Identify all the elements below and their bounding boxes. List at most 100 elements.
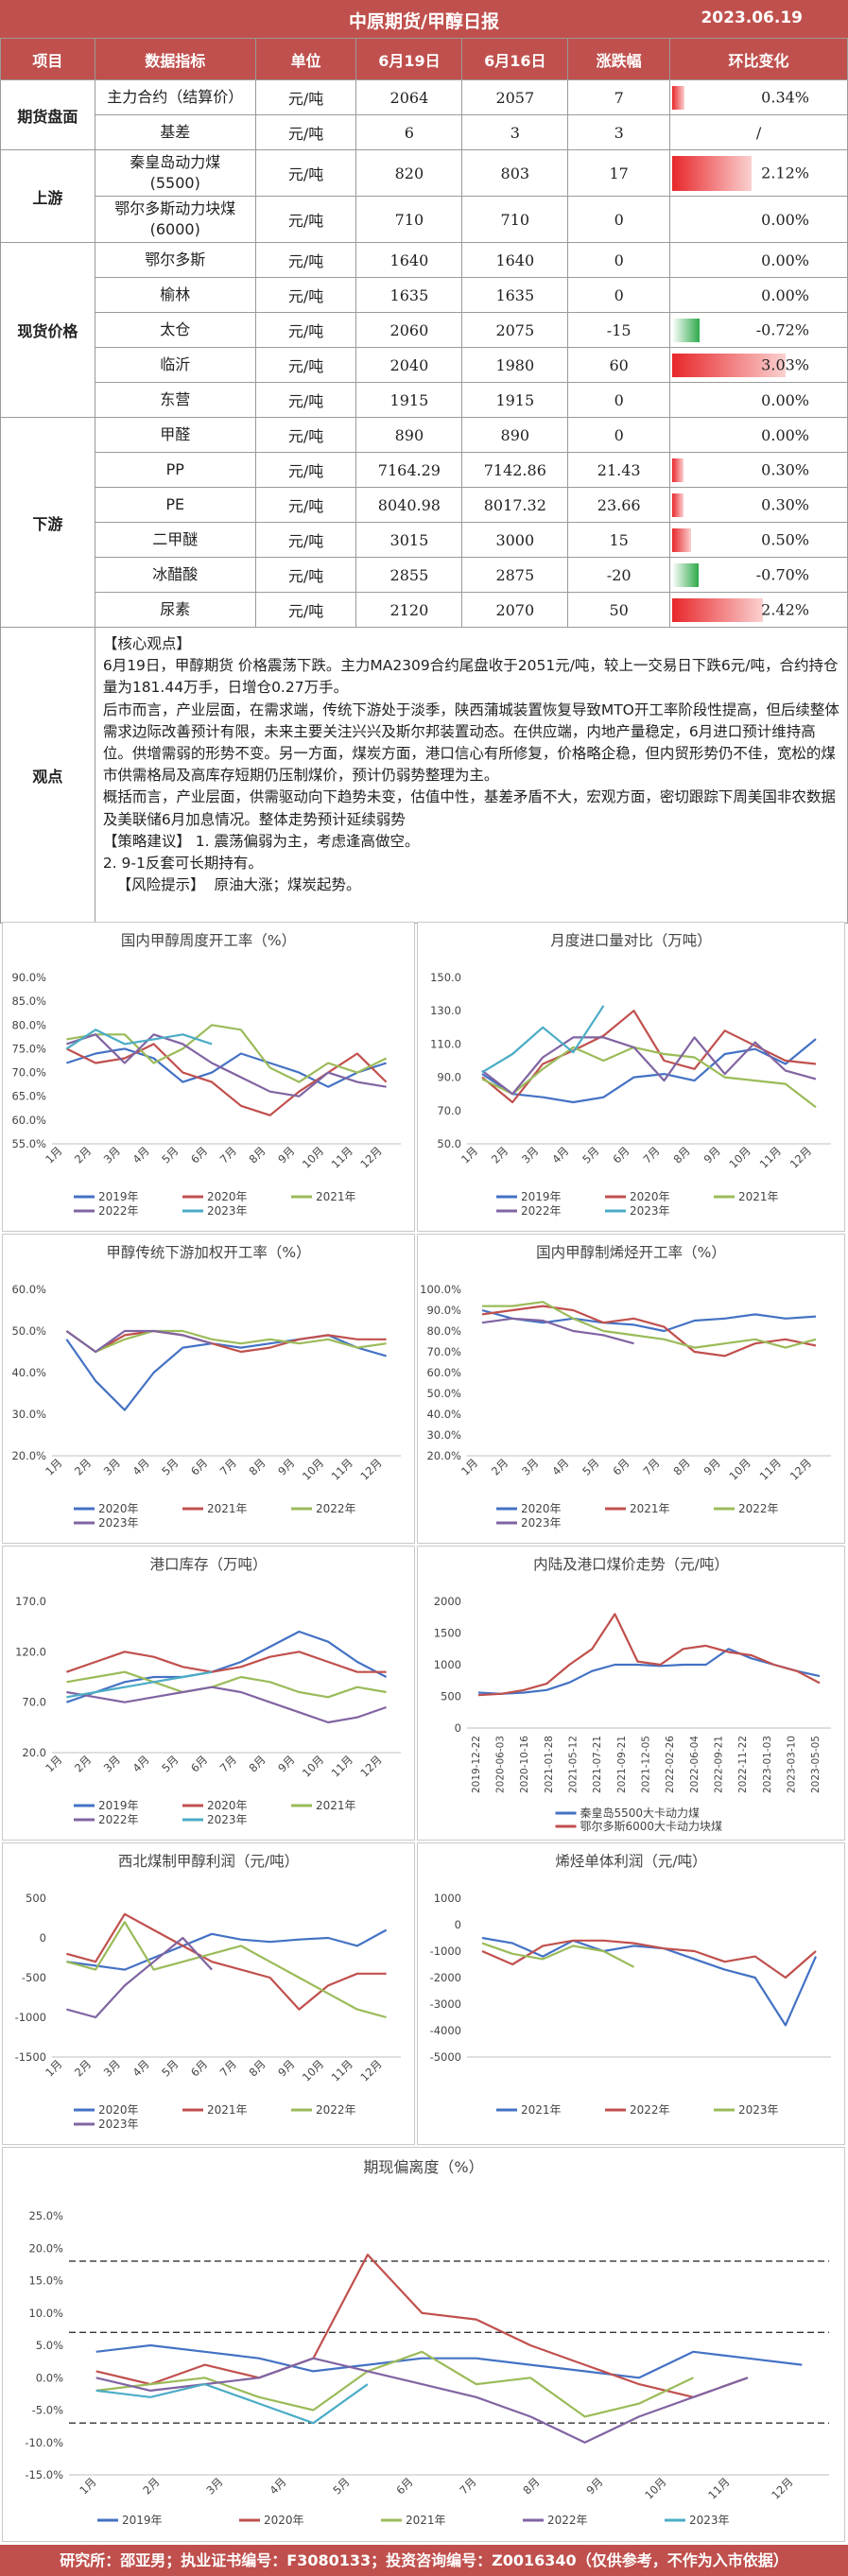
- legend-label: 2021年: [207, 2103, 248, 2117]
- y-tick-label: 15.0%: [28, 2274, 63, 2288]
- pct-value: 0.30%: [761, 495, 809, 514]
- y-tick-label: 60.0%: [11, 1283, 46, 1296]
- unit-cell: 元/吨: [254, 312, 357, 348]
- change-cell: 0: [567, 196, 671, 243]
- legend-label: 2023年: [689, 2514, 730, 2527]
- series-line: [66, 1033, 387, 1098]
- pct-bar: [672, 493, 684, 517]
- col-header: 6月16日: [461, 38, 569, 80]
- x-tick-label: 12月: [769, 2475, 795, 2501]
- x-tick-label: 8月: [247, 1753, 268, 1774]
- legend-label: 2020年: [264, 2514, 304, 2527]
- series-line: [66, 1912, 387, 2011]
- unit-cell: 元/吨: [254, 277, 357, 313]
- series-line: [66, 1670, 387, 1699]
- series-line: [66, 1921, 387, 2019]
- y-tick-label: -500: [22, 1971, 46, 1984]
- indicator-cell: 东营: [94, 382, 256, 418]
- today-cell: 8040.98: [355, 487, 463, 523]
- y-tick-label: -10.0%: [25, 2436, 63, 2449]
- x-tick-label: 7月: [457, 2475, 478, 2497]
- chart-title: 西北煤制甲醇利润（元/吨）: [118, 1853, 299, 1870]
- pct-value: 3.03%: [761, 355, 809, 374]
- series-line: [481, 1038, 817, 1104]
- x-tick-label: 1月: [77, 2475, 98, 2497]
- legend-label: 2020年: [98, 1502, 139, 1515]
- legend-label: 2022年: [547, 2514, 588, 2527]
- legend-label: 2019年: [98, 1799, 139, 1812]
- series-line: [482, 1301, 817, 1349]
- x-tick-label: 7月: [217, 1753, 239, 1774]
- x-tick-label: 5月: [580, 1456, 601, 1478]
- pct-value: 0.00%: [761, 425, 809, 444]
- unit-cell: 元/吨: [254, 417, 357, 453]
- x-tick-label: 2023-01-03: [762, 1736, 773, 1793]
- section-label: 期货盘面: [0, 79, 95, 150]
- y-tick-label: 0: [455, 1721, 461, 1735]
- report-header: 中原期货/甲醇日报 2023.06.19: [0, 0, 848, 38]
- x-tick-label: 6月: [188, 1456, 210, 1478]
- pct-value: 2.42%: [761, 600, 809, 619]
- x-tick-label: 5月: [330, 2475, 352, 2497]
- table-row: 尿素 元/吨 2120 2070 50 2.42%: [1, 592, 848, 628]
- x-tick-label: 4月: [130, 1144, 152, 1166]
- indicator-cell: 尿素: [94, 592, 256, 628]
- y-tick-label: 50.0%: [11, 1324, 46, 1338]
- col-header: 环比变化: [669, 38, 848, 80]
- legend-label: 2023年: [630, 1204, 670, 1218]
- y-tick-label: -1000: [430, 1945, 461, 1958]
- change-cell: 60: [567, 347, 671, 383]
- y-tick-label: 70.0: [437, 1104, 461, 1117]
- chart-title: 期现偏离度（%）: [363, 2158, 483, 2176]
- view-paragraph: 后市而言，产业层面，在需求端，传统下游处于淡季，陕西蒲城装置恢复导致MTO开工率…: [102, 700, 839, 785]
- pct-change-cell: /: [669, 114, 848, 150]
- x-tick-label: 2021-12-05: [641, 1736, 652, 1793]
- legend-label: 2021年: [316, 1190, 356, 1203]
- table-row: 太仓 元/吨 2060 2075 -15 -0.72%: [1, 312, 848, 348]
- y-tick-label: 500: [441, 1690, 461, 1703]
- x-tick-label: 2022-02-26: [665, 1736, 676, 1793]
- table-row: 二甲醚 元/吨 3015 3000 15 0.50%: [1, 522, 848, 558]
- series-line: [65, 1329, 387, 1354]
- legend-label: 2020年: [630, 1190, 670, 1203]
- table-row: 期货盘面 主力合约（结算价） 元/吨 2064 2057 7 0.34%: [0, 79, 848, 150]
- x-tick-label: 3月: [101, 1753, 123, 1774]
- y-tick-label: 80.0%: [426, 1324, 461, 1338]
- x-tick-label: 8月: [247, 1456, 268, 1478]
- pct-value: -0.72%: [755, 320, 809, 339]
- legend-label: 2022年: [738, 1502, 779, 1515]
- x-tick-label: 8月: [247, 2057, 268, 2079]
- pct-bar: [672, 318, 701, 342]
- y-tick-label: -1000: [15, 2011, 46, 2024]
- series-line: [481, 1305, 817, 1357]
- pct-change-cell: 0.30%: [669, 452, 848, 488]
- y-tick-label: 40.0%: [11, 1366, 46, 1379]
- x-tick-label: 2021-09-21: [616, 1736, 628, 1793]
- x-tick-label: 11月: [329, 1753, 355, 1779]
- view-paragraph: 2. 9-1反套可长期持有。: [102, 855, 263, 873]
- x-tick-label: 12月: [357, 1753, 384, 1779]
- legend-label: 2021年: [207, 1502, 248, 1515]
- series-line: [66, 1686, 387, 1724]
- y-tick-label: 30.0%: [11, 1408, 46, 1421]
- chart-title: 港口库存（万吨）: [149, 1556, 267, 1573]
- x-tick-label: 9月: [275, 1753, 297, 1774]
- legend-label: 2021年: [316, 1799, 356, 1812]
- legend-label: 2020年: [521, 1502, 562, 1515]
- table-row: PE 元/吨 8040.98 8017.32 23.66 0.30%: [1, 487, 848, 523]
- table-row: 现货价格 鄂尔多斯 元/吨 1640 1640 0 0.00%: [0, 242, 848, 418]
- prev-cell: 7142.86: [461, 452, 569, 488]
- chart-panel-6: 内陆及港口煤价走势（元/吨） 2000 1500 1000 500 0 2019-12-22…: [417, 1546, 845, 1841]
- pct-value: 0.34%: [761, 88, 809, 107]
- change-cell: -15: [567, 312, 671, 348]
- series-line: [95, 2357, 749, 2444]
- today-cell: 2064: [355, 79, 463, 115]
- y-tick-label: -4000: [430, 2024, 461, 2037]
- x-tick-label: 1月: [459, 1144, 480, 1166]
- y-tick-label: 25.0%: [28, 2209, 63, 2222]
- x-tick-label: 8月: [671, 1456, 693, 1478]
- unit-cell: 元/吨: [254, 196, 357, 243]
- y-tick-label: 2000: [434, 1595, 461, 1608]
- view-paragraph: 【核心观点】: [102, 635, 191, 652]
